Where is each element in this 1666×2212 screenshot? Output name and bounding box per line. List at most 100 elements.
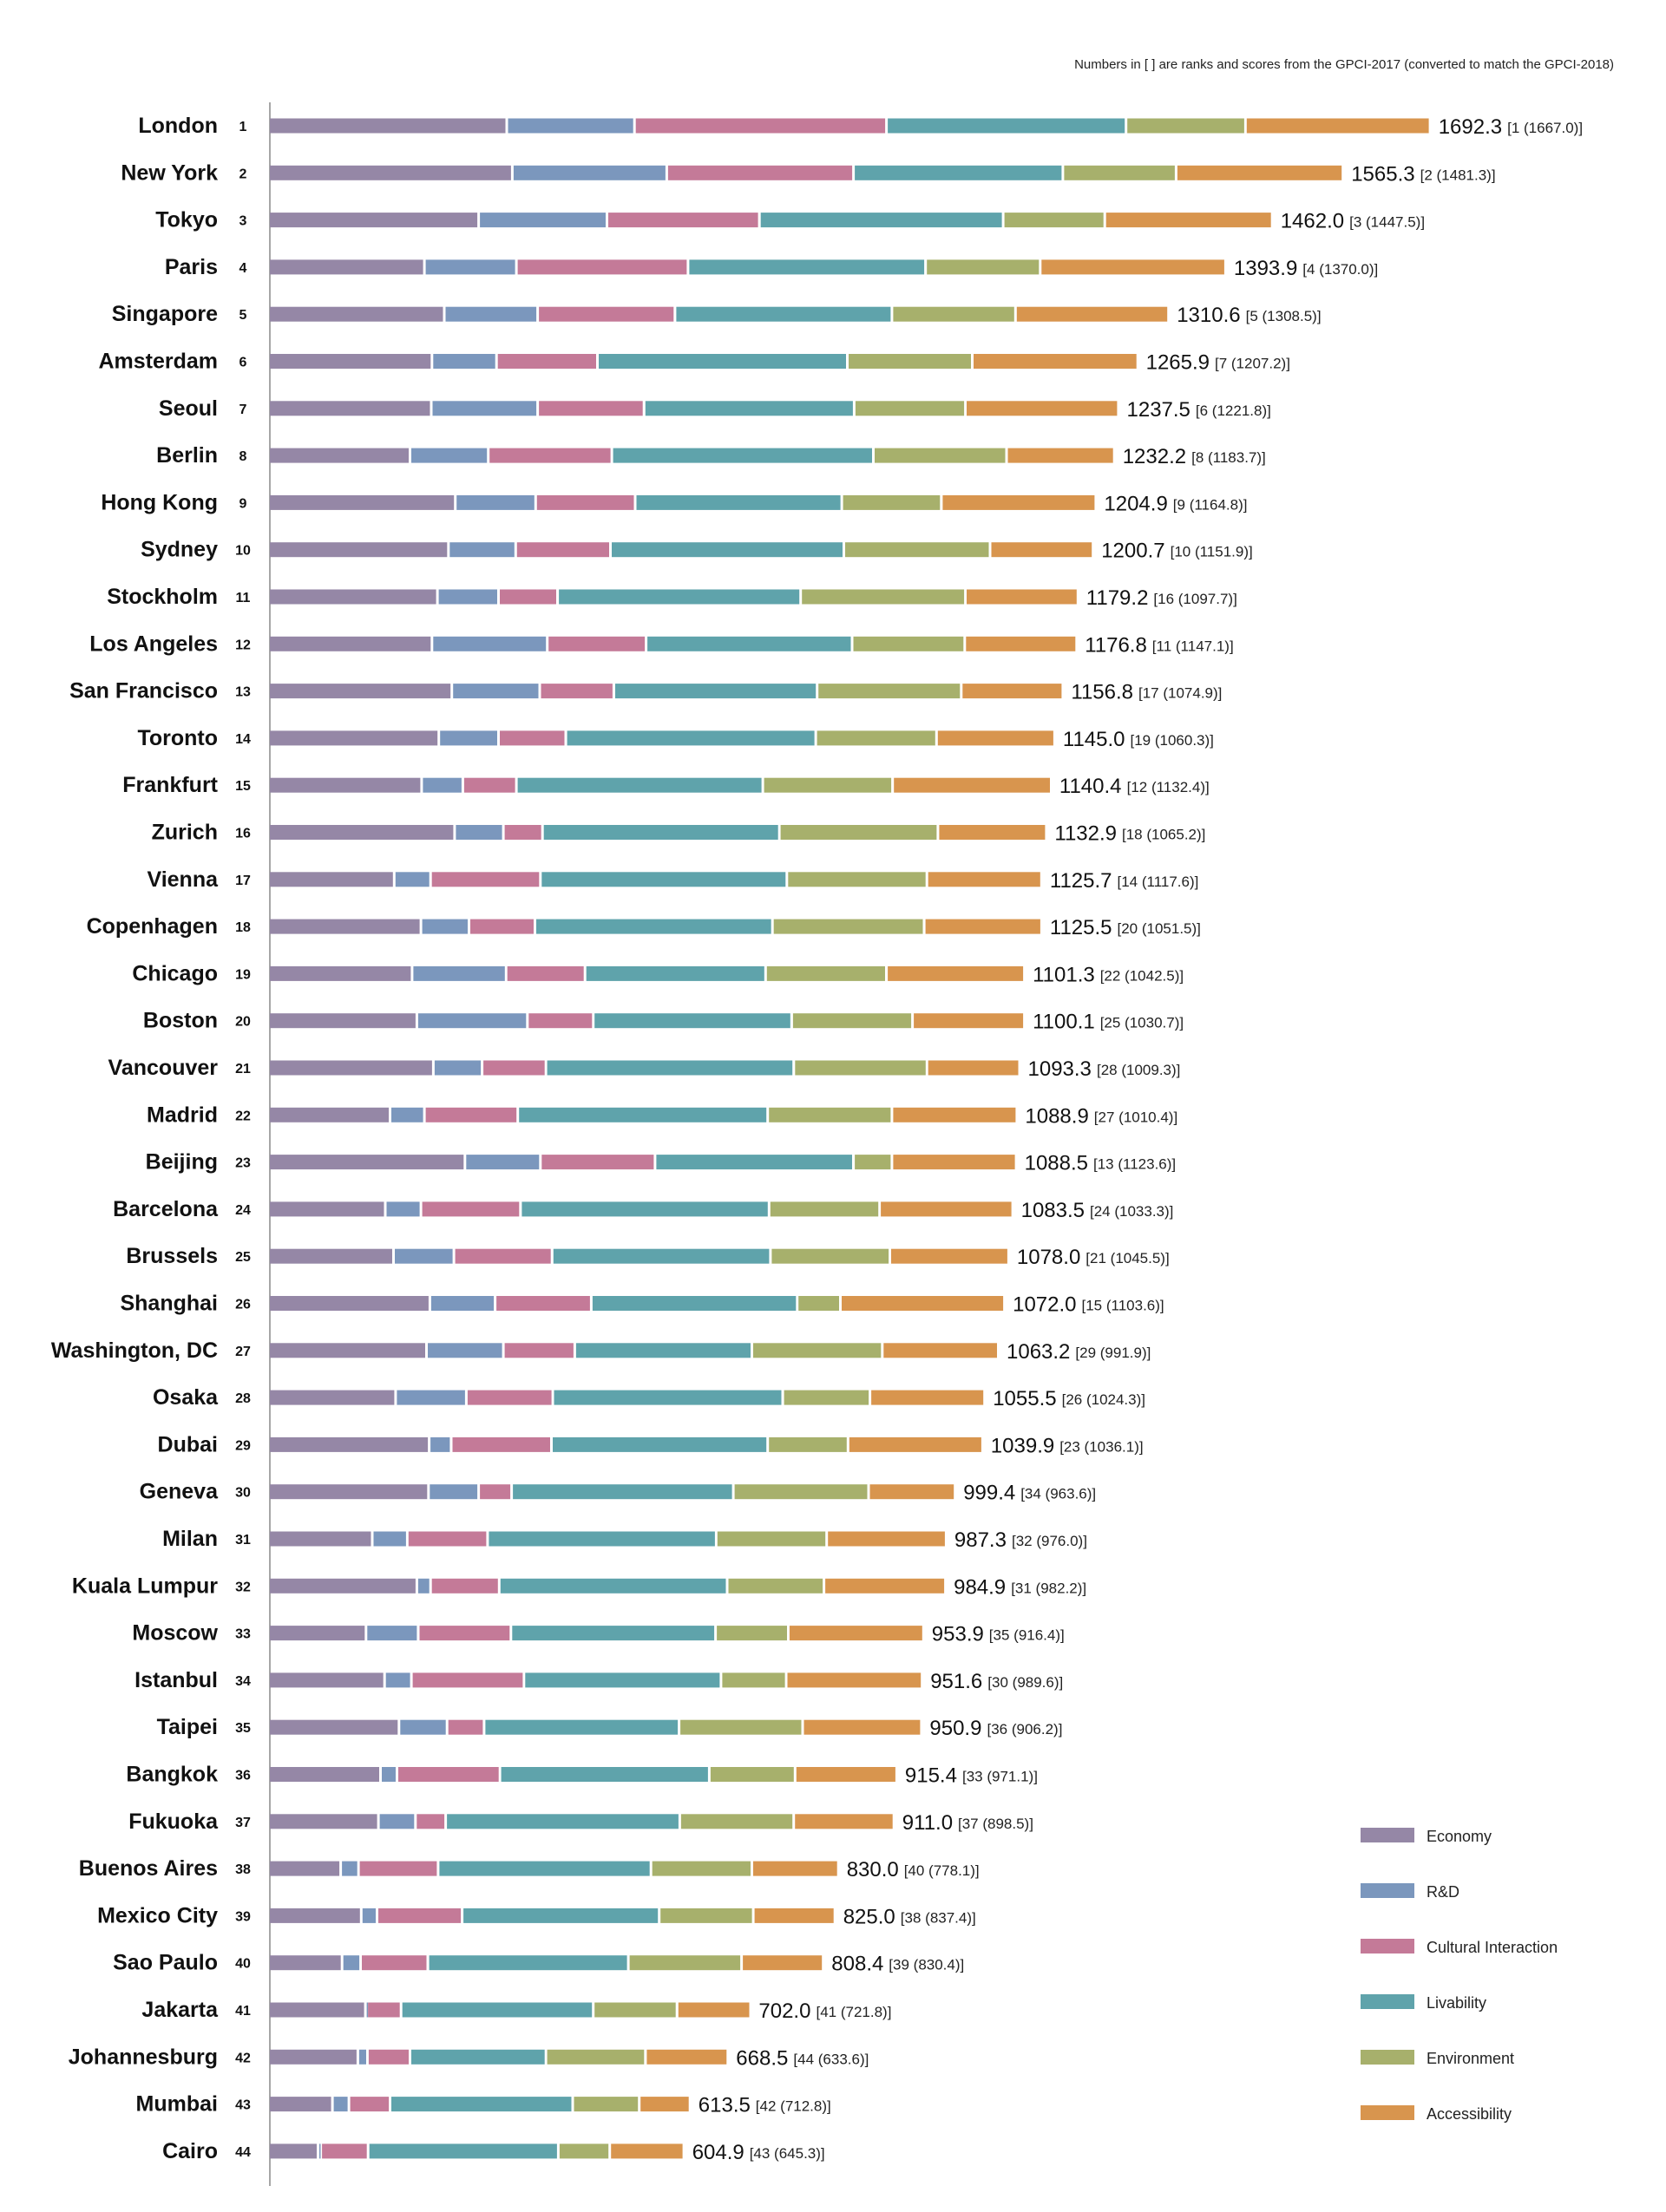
rank-label: 42 <box>235 2051 251 2065</box>
bar-segment-cultural-interaction <box>500 589 556 605</box>
city-label: Moscow <box>132 1621 218 1646</box>
previous-rank-score: [10 (1151.9)] <box>1171 544 1253 560</box>
bar-segment-accessibility <box>937 730 1053 746</box>
bar-segment-environment <box>1064 165 1175 180</box>
bar-segment-cultural-interaction <box>635 118 886 134</box>
bar-segment-r-d <box>367 1626 417 1641</box>
bar-segment-economy <box>270 448 409 463</box>
bar-segment-environment <box>717 1626 787 1641</box>
bar-segment-livability <box>543 825 778 840</box>
bar-segment-r-d <box>456 494 535 510</box>
bar-segment-cultural-interaction <box>408 1531 487 1547</box>
city-label: Chicago <box>132 961 218 985</box>
bar-segment-r-d <box>508 118 633 134</box>
total-score: 1093.3 <box>1028 1057 1092 1081</box>
total-score: 1078.0 <box>1017 1246 1080 1269</box>
previous-rank-score: [8 (1183.7)] <box>1191 449 1266 466</box>
bar-segment-cultural-interaction <box>528 1013 593 1029</box>
bar-segment-r-d <box>385 1672 410 1688</box>
bar-segment-cultural-interaction <box>350 2097 390 2112</box>
bar-segment-environment <box>559 2143 609 2159</box>
city-label: Brussels <box>126 1244 218 1268</box>
bar-segment-cultural-interaction <box>452 1436 550 1452</box>
bar-segment-cultural-interaction <box>516 542 609 558</box>
bar-segment-livability <box>525 1672 720 1688</box>
bar-segment-environment <box>1127 118 1244 134</box>
rank-label: 28 <box>235 1391 251 1406</box>
city-label: Kuala Lumpur <box>72 1574 218 1598</box>
bar-segment-livability <box>760 213 1002 228</box>
bar-segment-livability <box>645 401 853 416</box>
total-score: 987.3 <box>954 1528 1007 1552</box>
previous-rank-score: [33 (971.1)] <box>962 1769 1038 1785</box>
bar-segment-economy <box>270 1201 384 1217</box>
rank-label: 33 <box>235 1627 251 1642</box>
bar-segment-economy <box>270 1343 425 1358</box>
total-score: 915.4 <box>905 1764 957 1788</box>
previous-rank-score: [13 (1123.6)] <box>1093 1156 1176 1173</box>
bar-segment-accessibility <box>881 1201 1012 1217</box>
bar-segment-economy <box>270 2143 317 2159</box>
bar-segment-cultural-interaction <box>497 354 596 369</box>
bar-segment-r-d <box>379 1814 415 1829</box>
total-score: 1140.4 <box>1059 775 1122 798</box>
bar-segment-r-d <box>395 872 430 887</box>
bar-segment-economy <box>270 2097 331 2112</box>
bar-segment-cultural-interaction <box>455 1248 551 1264</box>
previous-rank-score: [20 (1051.5)] <box>1118 920 1201 937</box>
bar-segment-livability <box>553 1436 767 1452</box>
bar-segment-r-d <box>432 401 537 416</box>
bar-segment-r-d <box>395 1248 453 1264</box>
bar-segment-environment <box>798 1296 839 1311</box>
bar-segment-environment <box>788 872 926 887</box>
rank-label: 4 <box>239 261 247 276</box>
bar-segment-accessibility <box>914 1013 1024 1029</box>
bar-segment-economy <box>270 965 411 981</box>
rank-label: 16 <box>235 827 251 841</box>
bar-segment-r-d <box>440 730 497 746</box>
bar-segment-cultural-interaction <box>548 636 646 651</box>
bar-segment-economy <box>270 1908 360 1923</box>
bar-segment-accessibility <box>796 1767 895 1782</box>
city-label: Vienna <box>147 867 219 892</box>
city-label: Los Angeles <box>89 632 218 656</box>
bar-segment-economy <box>270 1296 429 1311</box>
previous-rank-score: [22 (1042.5)] <box>1100 967 1184 984</box>
bar-segment-cultural-interaction <box>359 1861 437 1876</box>
bar-segment-environment <box>1004 213 1104 228</box>
total-score: 808.4 <box>831 1953 883 1976</box>
bar-segment-r-d <box>413 965 505 981</box>
rank-label: 29 <box>235 1438 251 1453</box>
bar-segment-economy <box>270 2002 364 2018</box>
bar-segment-cultural-interaction <box>416 1814 445 1829</box>
bar-segment-cultural-interaction <box>608 213 758 228</box>
total-score: 825.0 <box>843 1905 895 1928</box>
rank-label: 23 <box>235 1156 251 1171</box>
bar-segment-environment <box>547 2049 645 2065</box>
bar-segment-r-d <box>466 1155 540 1170</box>
bar-segment-accessibility <box>1105 213 1271 228</box>
previous-rank-score: [11 (1147.1)] <box>1152 638 1234 654</box>
previous-rank-score: [42 (712.8)] <box>756 2098 831 2115</box>
legend-swatch <box>1361 1939 1414 1953</box>
bar-segment-economy <box>270 542 448 558</box>
total-score: 1200.7 <box>1101 540 1164 563</box>
bar-segment-livability <box>485 1719 679 1735</box>
bar-segment-environment <box>771 1248 889 1264</box>
previous-rank-score: [32 (976.0)] <box>1012 1533 1087 1549</box>
bar-segment-environment <box>855 401 965 416</box>
bar-segment-r-d <box>362 1908 376 1923</box>
bar-segment-r-d <box>382 1767 396 1782</box>
city-label: London <box>138 114 218 138</box>
bar-segment-economy <box>270 354 431 369</box>
bar-segment-accessibility <box>842 1296 1004 1311</box>
bar-segment-accessibility <box>967 589 1077 605</box>
bar-segment-accessibility <box>753 1861 837 1876</box>
bar-segment-environment <box>927 259 1040 275</box>
bar-segment-environment <box>728 1578 823 1594</box>
rank-label: 11 <box>236 591 251 605</box>
bar-segment-cultural-interaction <box>431 1578 498 1594</box>
bar-segment-r-d <box>453 684 539 699</box>
bar-segment-r-d <box>425 259 515 275</box>
bar-segment-environment <box>766 965 885 981</box>
